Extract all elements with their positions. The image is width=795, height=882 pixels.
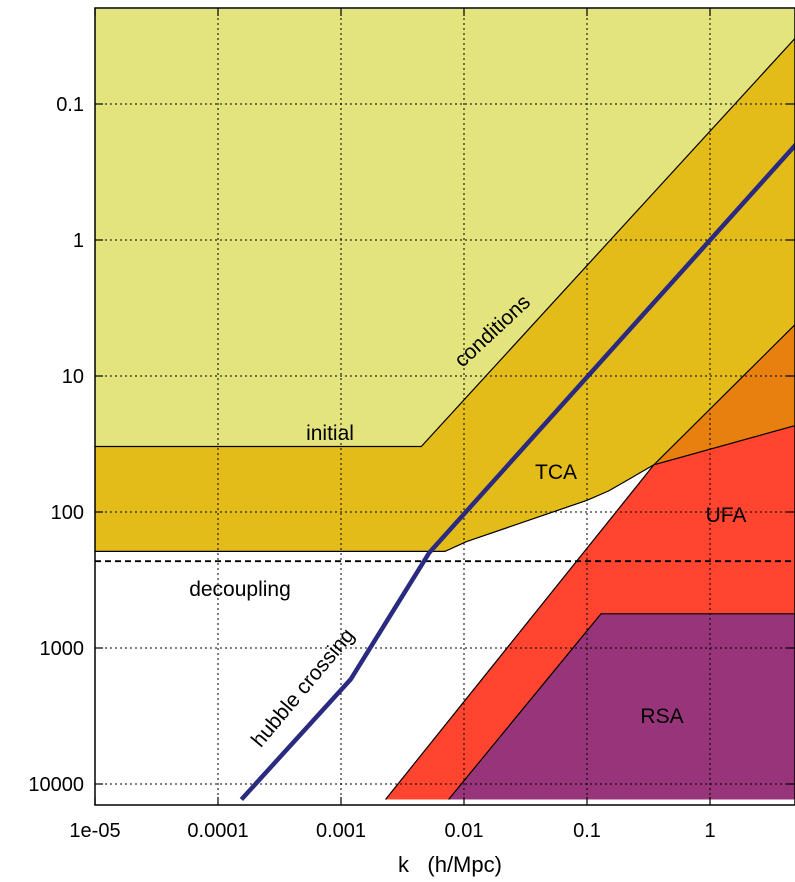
y-tick-label: 100: [51, 502, 84, 524]
region-tca: [95, 38, 795, 552]
plot-frame: [94, 7, 795, 806]
series-lines: [95, 142, 795, 802]
x-tick-label: 0.01: [445, 820, 484, 842]
boundary-initial-line: [95, 37, 795, 448]
label-decoupling: decoupling: [189, 578, 291, 601]
x-axis-ticks: 1e-05 0.0001 0.001 0.01 0.1 1: [69, 8, 716, 842]
region-rsa: [448, 613, 795, 800]
label-rsa: RSA: [640, 705, 683, 728]
boundary-ufa-line: [385, 424, 795, 800]
y-tick-label: 0.1: [56, 94, 84, 116]
chart-regions: [95, 8, 795, 800]
y-tick-label: 1000: [40, 638, 85, 660]
y-tick-label: 10000: [28, 774, 84, 796]
grid: [95, 8, 795, 805]
x-tick-label: 1: [704, 820, 715, 842]
label-tca: TCA: [535, 461, 577, 484]
y-axis-ticks: 0.1 1 10 100 1000 10000: [28, 94, 795, 796]
region-boundaries: [95, 37, 795, 800]
x-tick-label: 0.1: [573, 820, 601, 842]
boundary-rsa-line: [448, 613, 795, 800]
x-axis-label: k (h/Mpc): [398, 852, 502, 877]
label-ufa: UFA: [706, 504, 747, 527]
x-tick-label: 0.001: [316, 820, 366, 842]
y-tick-label: 1: [73, 230, 84, 252]
x-tick-label: 1e-05: [69, 820, 120, 842]
region-initial: [95, 8, 795, 447]
label-initial: initial: [306, 422, 354, 445]
y-tick-label: 10: [62, 366, 84, 388]
hubble-crossing-line: [239, 142, 795, 802]
x-tick-label: 0.0001: [187, 820, 248, 842]
